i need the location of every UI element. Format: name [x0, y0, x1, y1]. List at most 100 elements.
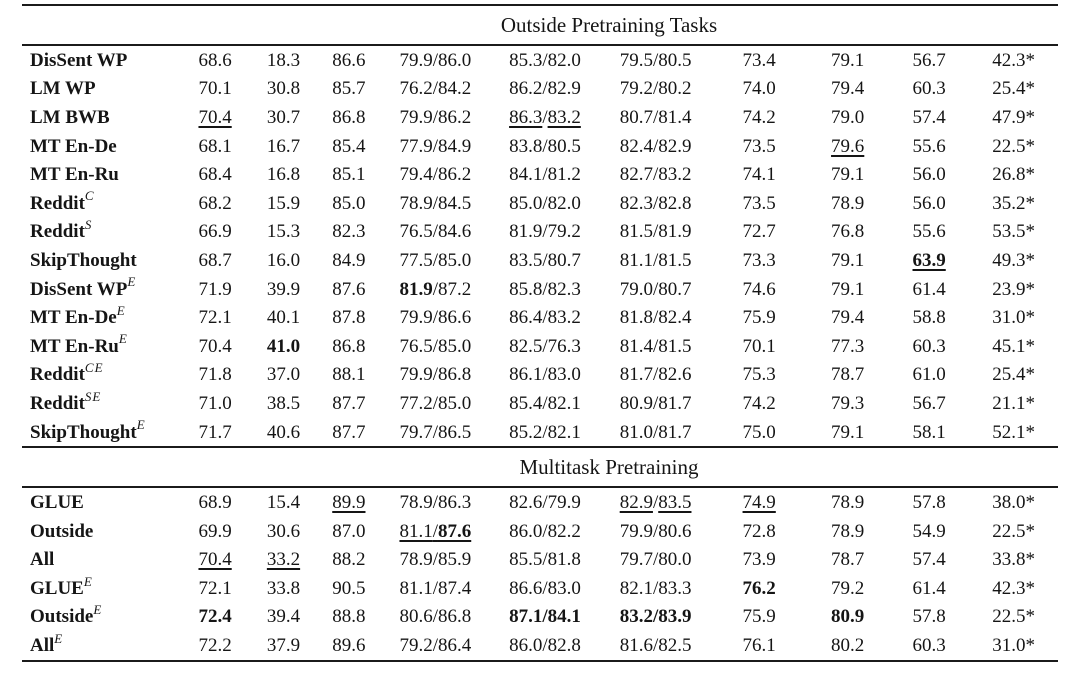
metric-cell: 79.4 [831, 78, 865, 100]
metric-cell: 26.8* [992, 164, 1036, 186]
metric-cell: 85.4 [332, 135, 366, 157]
results-table: Outside Pretraining Tasks DisSent WP 68.6 1… [22, 4, 1058, 662]
metric-cell: 86.0/82.2 [509, 520, 581, 542]
cell-value-segment: 82.9 [619, 492, 653, 514]
table-row: All 70.4 33.2 88.2 78.9/85.9 85.5/81.8 79.7/80… [22, 546, 1058, 575]
metric-cell: 60.3 [912, 78, 946, 100]
metric-cell: 85.3/82.0 [509, 49, 581, 71]
metric-cell: 76.5/84.6 [399, 221, 472, 243]
cell-value-segment: 70.4 [198, 549, 232, 571]
metric-cell: 79.7/80.0 [619, 549, 692, 571]
metric-cell: 61.4 [912, 577, 946, 599]
row-label-superscript: C [84, 188, 95, 204]
metric-cell: 78.9 [831, 492, 865, 514]
metric-cell: 86.4/83.2 [509, 307, 581, 329]
metric-cell: 38.5 [266, 392, 301, 414]
metric-cell: 45.1* [992, 335, 1036, 357]
metric-cell: 79.1 [831, 249, 865, 271]
metric-cell: 31.0* [992, 635, 1036, 657]
metric-cell: 71.7 [198, 421, 232, 443]
metric-cell: 80.9/81.7 [619, 392, 692, 414]
row-label: RedditCE [30, 360, 104, 386]
cell-value-segment: 79.6 [831, 135, 865, 157]
cell-value-segment: 81.1 [399, 520, 433, 542]
metric-cell: 79.4/86.2 [399, 164, 472, 186]
metric-cell: 86.1/83.0 [509, 364, 581, 386]
metric-cell: 42.3* [992, 49, 1036, 71]
metric-cell: 15.3 [266, 221, 301, 243]
metric-cell: 57.4 [912, 106, 946, 128]
metric-cell: 74.2 [742, 106, 776, 128]
metric-cell: 75.0 [742, 421, 776, 443]
metric-cell: 68.2 [198, 192, 232, 214]
metric-cell: 83.2/83.9 [599, 603, 712, 632]
cell-value-segment: /87.2 [432, 278, 472, 300]
metric-cell: 16.0 [266, 249, 301, 271]
row-label: MT En-DeE [30, 302, 126, 329]
row-label: SkipThought [30, 249, 137, 271]
metric-cell: 76.1 [742, 635, 776, 657]
metric-cell: 86.6 [332, 49, 366, 71]
metric-cell: 79.1 [831, 421, 865, 443]
metric-cell: 40.1 [266, 307, 301, 329]
metric-cell: 76.8 [831, 221, 865, 243]
metric-cell: 56.0 [912, 164, 946, 186]
metric-cell: 85.2/82.1 [509, 421, 581, 443]
metric-cell: 68.4 [198, 164, 232, 186]
metric-cell: 86.0/82.8 [509, 635, 581, 657]
metric-cell: 70.4 [181, 546, 249, 575]
metric-cell: 79.9/86.8 [399, 364, 472, 386]
metric-cell: 74.6 [742, 278, 776, 300]
cell-value-segment: 89.9 [332, 492, 366, 514]
metric-cell: 81.6/82.5 [619, 635, 692, 657]
metric-cell: 22.5* [992, 606, 1036, 628]
row-label-superscript: E [118, 331, 128, 347]
metric-cell: 87.7 [332, 392, 366, 414]
metric-cell: 82.1/83.3 [619, 577, 692, 599]
metric-cell: 81.9/87.2 [380, 275, 491, 304]
metric-cell: 30.8 [266, 78, 301, 100]
metric-cell: 84.9 [332, 249, 366, 271]
metric-cell: 21.1* [992, 392, 1036, 414]
cell-value-segment: 63.9 [912, 249, 946, 271]
row-label: MT En-RuE [30, 331, 128, 357]
row-label: DisSent WP [30, 49, 128, 71]
metric-cell: 55.6 [912, 221, 946, 243]
row-label: AllE [30, 630, 64, 657]
metric-cell: 85.8/82.3 [509, 278, 581, 300]
cell-value-segment: 70.4 [198, 106, 232, 128]
metric-cell: 87.6 [332, 278, 366, 300]
cell-value-segment: 87.6 [437, 520, 472, 542]
metric-cell: 35.2* [992, 192, 1036, 214]
metric-cell: 49.3* [992, 249, 1036, 271]
metric-cell: 79.7/86.5 [399, 421, 472, 443]
metric-cell: 58.8 [912, 307, 946, 329]
metric-cell: 60.3 [912, 635, 946, 657]
metric-cell: 80.9 [806, 603, 888, 632]
metric-cell: 37.0 [266, 364, 301, 386]
metric-cell: 89.6 [332, 635, 366, 657]
metric-cell: 87.8 [332, 307, 366, 329]
metric-cell: 57.8 [912, 606, 946, 628]
metric-cell: 73.5 [742, 192, 776, 214]
metric-cell: 85.4/82.1 [509, 392, 581, 414]
metric-cell: 79.2/80.2 [619, 78, 692, 100]
metric-cell: 23.9* [992, 278, 1036, 300]
row-label-superscript: E [127, 274, 137, 290]
cell-value-segment: 72.4 [198, 606, 232, 628]
cell-value-segment: 86.3 [509, 106, 543, 128]
metric-cell: 81.1/81.5 [619, 249, 692, 271]
metric-cell: 75.9 [742, 606, 776, 628]
metric-cell: 54.9 [912, 520, 946, 542]
cell-value-segment: / [652, 492, 659, 514]
metric-cell: 81.7/82.6 [619, 364, 692, 386]
metric-cell: 16.8 [266, 164, 301, 186]
metric-cell: 57.4 [912, 549, 946, 571]
cell-value-segment: 81.9 [399, 278, 433, 300]
metric-cell: 42.3* [992, 577, 1036, 599]
metric-cell: 63.9 [889, 246, 969, 275]
metric-cell: 69.9 [198, 520, 232, 542]
metric-cell: 22.5* [992, 135, 1036, 157]
metric-cell: 82.7/83.2 [619, 164, 692, 186]
metric-cell: 79.5/80.5 [619, 49, 692, 71]
